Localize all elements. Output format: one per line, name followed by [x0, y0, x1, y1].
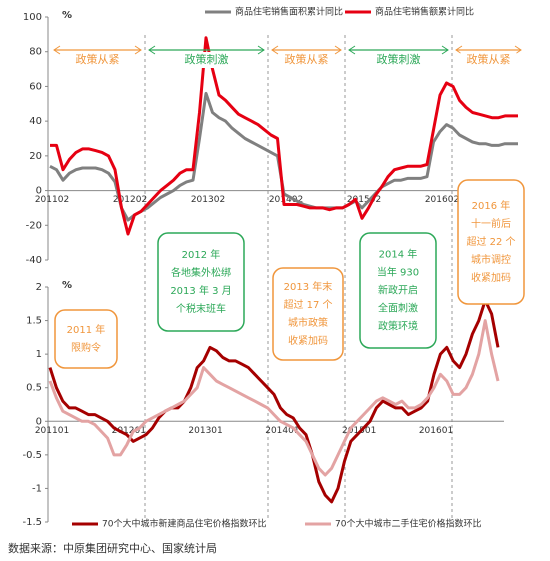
arrow-head	[334, 45, 342, 55]
annotation-text: 城市调控	[471, 253, 511, 266]
x-tick-label: 201102	[35, 195, 69, 205]
phase-label-bg	[460, 52, 517, 68]
annotation-box	[359, 232, 437, 349]
legend-label: 商品住宅销售额累计同比	[375, 6, 474, 18]
annotation-text: 限购令	[71, 341, 101, 354]
y-tick-label: 40	[29, 116, 42, 127]
annotation-text: 超过 22 个	[466, 235, 515, 248]
phase-label-bg	[69, 52, 126, 68]
annotation-text: 2013 年末	[284, 280, 333, 293]
x-tick-label: 201602	[425, 195, 459, 205]
annotation-box	[457, 179, 525, 305]
phase-label: 政策从紧	[467, 52, 511, 66]
phase-label-bg	[278, 52, 335, 68]
x-tick-label: 201101	[35, 426, 69, 436]
annotation-text: 收紧加码	[471, 271, 511, 284]
annotation-box	[272, 267, 344, 361]
phase-label: 政策从紧	[76, 52, 120, 66]
annotation-text: 个税末班车	[176, 302, 226, 315]
y-axis-label: %	[62, 10, 72, 21]
y-tick-label: 0.5	[26, 383, 42, 394]
y-tick-label: 1	[36, 349, 42, 360]
annotation-box	[157, 232, 245, 332]
y-tick-label: -40	[26, 255, 42, 266]
y-tick-label: -20	[26, 220, 42, 231]
legend-label: 70个大中城市二手住宅价格指数环比	[335, 518, 481, 530]
y-tick-label: -1.5	[22, 517, 42, 528]
phase-label-bg	[370, 52, 427, 68]
x-tick-label: 201402	[269, 195, 303, 205]
y-tick-label: 0	[36, 186, 42, 197]
x-tick-label: 201202	[113, 195, 147, 205]
x-tick-label: 201302	[191, 195, 225, 205]
arrow-head	[455, 45, 463, 55]
annotation-text: 2012 年	[182, 248, 221, 261]
annotation-text: 2014 年	[379, 248, 418, 261]
annotation-text: 当年 930	[377, 266, 419, 279]
y-tick-label: 0	[36, 416, 42, 427]
arrow-head	[271, 45, 279, 55]
arrow-head	[53, 45, 61, 55]
x-tick-label: 201601	[419, 426, 453, 436]
annotation-text: 各地集外松绑	[171, 266, 231, 279]
y-tick-label: 100	[23, 12, 42, 23]
annotation-text: 超过 17 个	[283, 298, 332, 311]
annotation-text: 政策环境	[378, 320, 418, 333]
y-tick-label: 1.5	[26, 316, 42, 327]
x-tick-label: 201502	[347, 195, 381, 205]
annotation-text: 新政开启	[378, 284, 418, 297]
phase-label-bg	[178, 52, 235, 68]
phase-label: 政策从紧	[285, 52, 329, 66]
annotation-text: 2011 年	[67, 323, 106, 336]
arrow-head	[134, 45, 142, 55]
y-tick-label: 20	[29, 151, 42, 162]
annotation-text: 2016 年	[472, 199, 511, 212]
phase-dividers	[144, 35, 453, 520]
arrow-head	[148, 45, 156, 55]
series-line	[48, 319, 500, 477]
legend-label: 70个大中城市新建商品住宅价格指数环比	[102, 518, 266, 530]
series-line	[48, 298, 500, 504]
y-tick-label: 80	[29, 47, 42, 58]
y-tick-label: -1	[32, 483, 42, 494]
y-axis-label: %	[62, 280, 72, 291]
phase-label: 政策刺激	[185, 52, 229, 66]
arrow-head	[441, 45, 449, 55]
y-tick-label: 60	[29, 81, 42, 92]
annotation-box	[54, 309, 118, 369]
legend-label: 商品住宅销售面积累计同比	[235, 6, 343, 18]
annotation-text: 全面刺激	[378, 302, 418, 315]
x-tick-label: 201401	[265, 426, 299, 436]
y-tick-label: 2	[36, 282, 42, 293]
arrow-head	[514, 45, 522, 55]
x-tick-label: 201301	[188, 426, 222, 436]
annotation-text: 城市政策	[288, 316, 328, 329]
series-line	[50, 36, 518, 236]
annotation-text: 2013 年 3 月	[170, 284, 231, 297]
phase-label: 政策刺激	[377, 52, 421, 66]
arrow-head	[257, 45, 265, 55]
x-tick-label: 201201	[112, 426, 146, 436]
arrow-head	[348, 45, 356, 55]
y-tick-label: -0.5	[22, 450, 42, 461]
annotation-text: 十一前后	[471, 217, 511, 230]
annotation-text: 收紧加码	[288, 334, 328, 347]
source: 数据来源：中原集团研究中心、国家统计局	[8, 541, 217, 555]
